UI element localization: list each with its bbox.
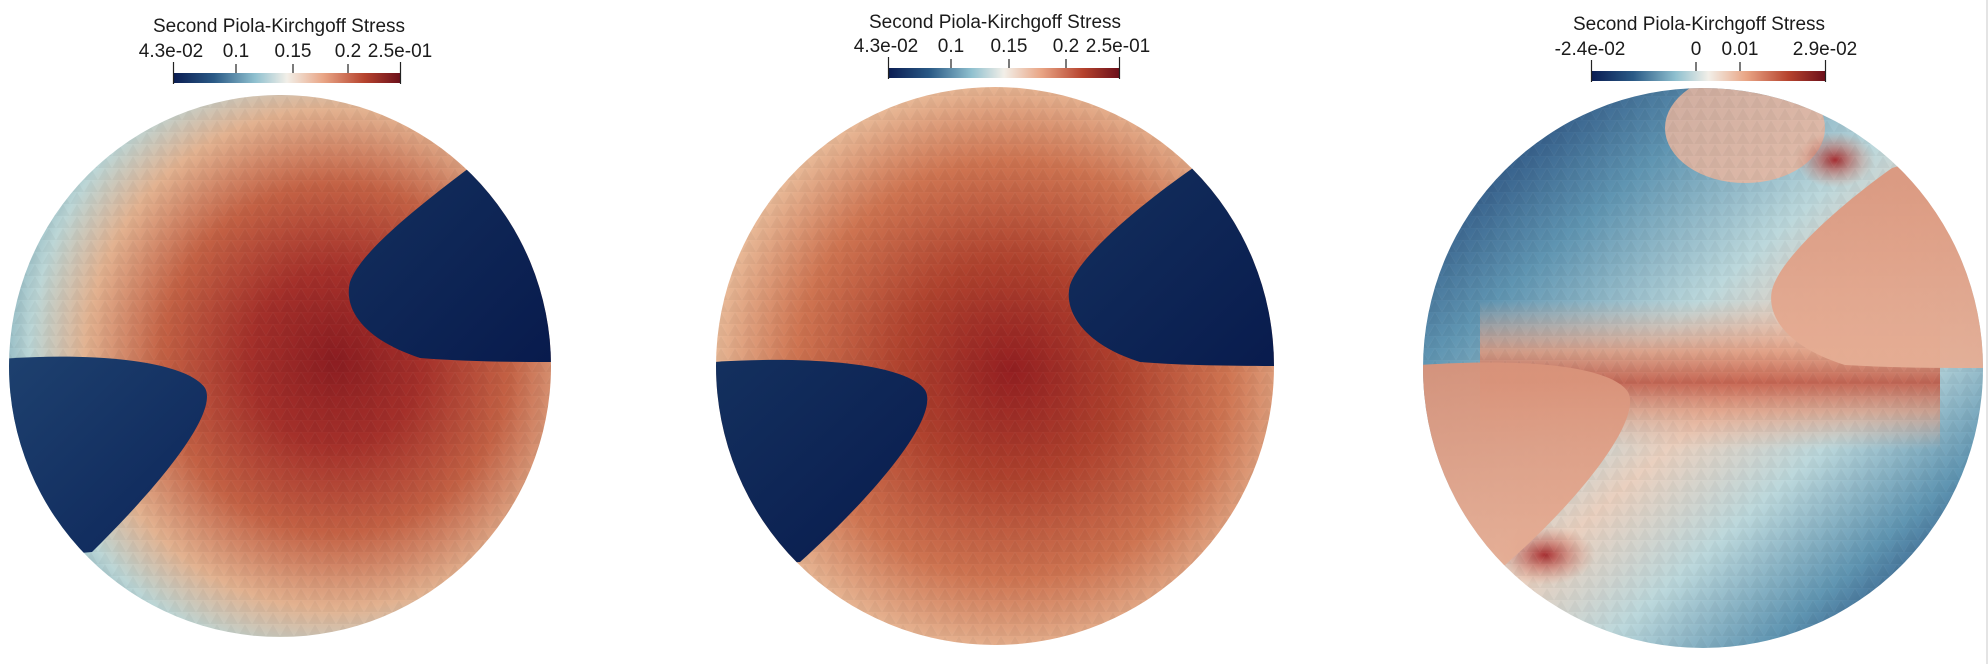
colorbar-ticks-2 [887, 57, 1121, 79]
colorbar-ticks-1 [172, 62, 402, 84]
panel-2: Second Piola-Kirchgoff Stress 4.3e-02 0.… [716, 12, 1274, 645]
panel-3: Second Piola-Kirchgoff Stress -2.4e-02 0… [1423, 14, 1983, 648]
colorbar-2 [888, 68, 1120, 78]
colorbar-title-3: Second Piola-Kirchgoff Stress [1573, 14, 1825, 35]
tick-label: 2.5e-01 [368, 41, 432, 62]
colorbar-ticks-3 [1590, 60, 1827, 82]
stress-field-disk-2 [716, 87, 1274, 645]
tick-label: 4.3e-02 [854, 36, 918, 57]
tick-label: 0.1 [938, 36, 964, 57]
tick-label: 0 [1691, 39, 1702, 60]
colorbar-3 [1591, 71, 1826, 81]
tick-label: 0.2 [1053, 36, 1079, 57]
colorbar-title-1: Second Piola-Kirchgoff Stress [153, 16, 405, 37]
inclusion-left-3 [1423, 362, 1631, 572]
tick-label: 0.15 [991, 36, 1028, 57]
colorbar-title-2: Second Piola-Kirchgoff Stress [869, 12, 1121, 33]
colorbar-1 [173, 73, 401, 83]
tick-label: 0.15 [275, 41, 312, 62]
tick-label: 2.5e-01 [1086, 36, 1150, 57]
tick-label: -2.4e-02 [1555, 39, 1626, 60]
tick-label: 0.01 [1722, 39, 1759, 60]
tick-label: 0.1 [223, 41, 249, 62]
tick-label: 4.3e-02 [139, 41, 203, 62]
tick-label: 0.2 [335, 41, 361, 62]
panel-1: Second Piola-Kirchgoff Stress 4.3e-02 0.… [9, 16, 551, 637]
stress-field-disk-3 [1423, 88, 1983, 648]
inclusion-left-1 [9, 356, 207, 560]
stress-field-disk-1 [9, 95, 551, 637]
tick-label: 2.9e-02 [1793, 39, 1857, 60]
